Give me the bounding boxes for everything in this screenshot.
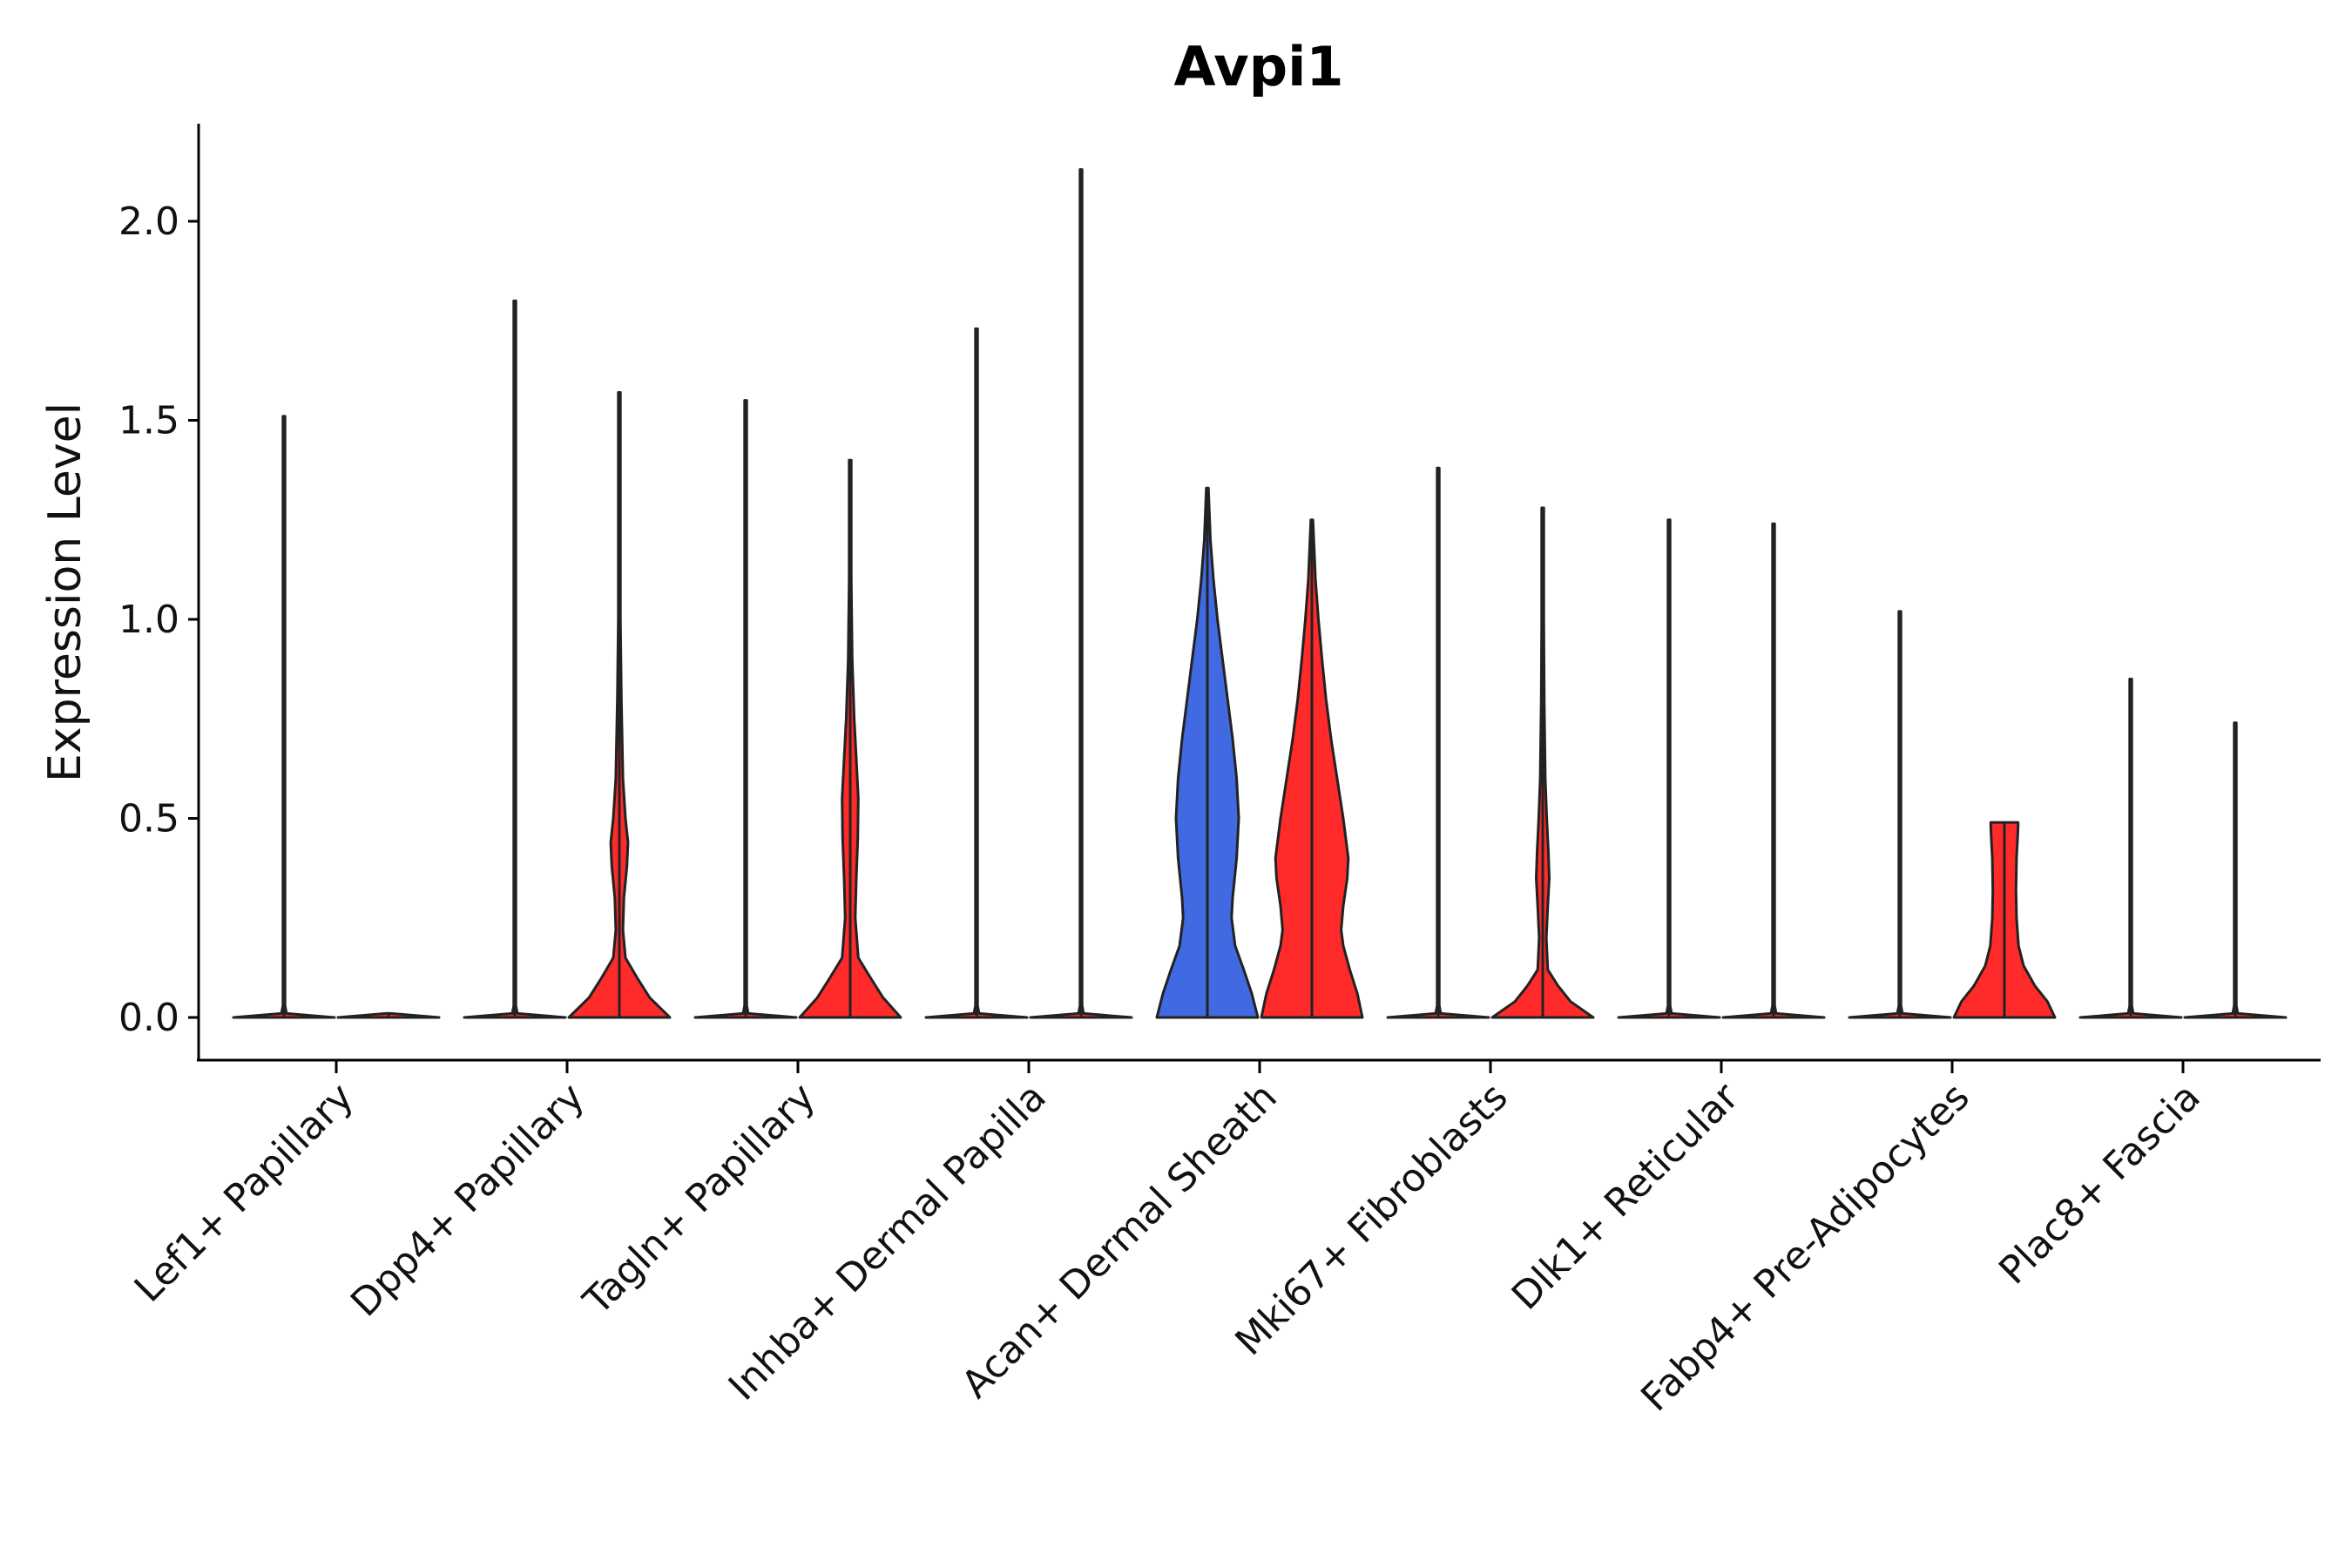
x-tick-label: Tagln+ Papillary xyxy=(575,1075,824,1324)
y-tick-label: 1.0 xyxy=(118,598,179,642)
y-tick-label: 0.0 xyxy=(118,996,179,1040)
x-tick-label: Plac8+ Fascia xyxy=(1990,1075,2209,1294)
x-tick-label: Dpp4+ Papillary xyxy=(342,1075,593,1326)
x-tick-label: Dlk1+ Reticular xyxy=(1504,1074,1748,1319)
chart-title: Avpi1 xyxy=(1174,35,1344,98)
y-tick-label: 0.5 xyxy=(118,797,179,841)
y-ticks: 0.0 0.5 1.0 1.5 2.0 xyxy=(118,199,199,1040)
y-tick-label: 1.5 xyxy=(118,399,179,443)
y-axis-label: Expression Level xyxy=(39,402,91,782)
violin-group xyxy=(232,168,2288,1019)
y-tick-label: 2.0 xyxy=(118,199,179,244)
x-tick-label: Lef1+ Papillary xyxy=(126,1075,362,1311)
